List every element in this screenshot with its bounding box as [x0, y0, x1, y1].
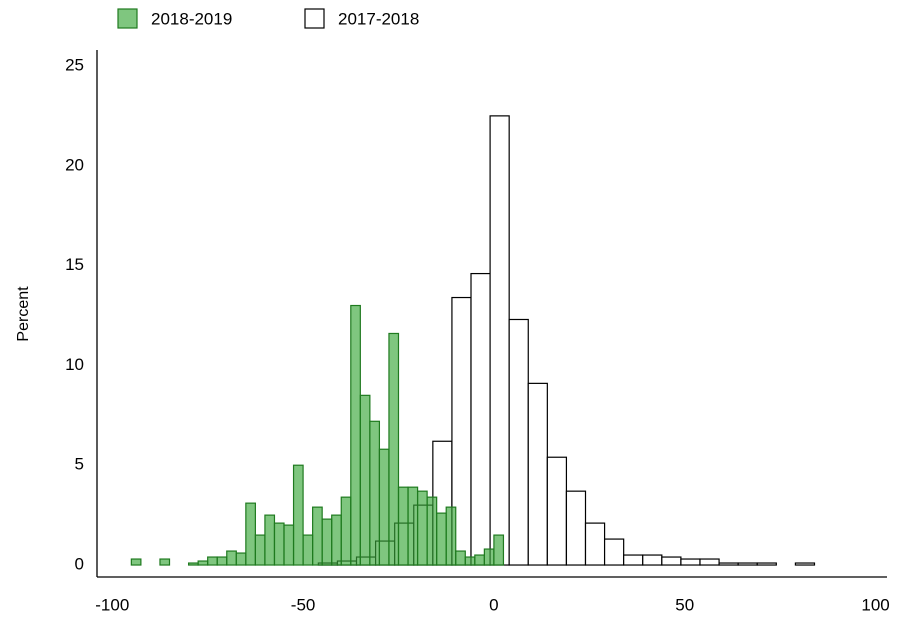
x-tick-label: 0	[489, 595, 498, 614]
y-tick-label: 5	[75, 455, 84, 474]
y-axis-label: Percent	[15, 286, 32, 342]
histogram-bar	[302, 534, 314, 566]
histogram-bar	[436, 512, 447, 566]
histogram-bar	[474, 554, 485, 566]
histogram-bar	[426, 496, 438, 566]
x-tick-label: -50	[291, 595, 316, 614]
histogram-bar	[226, 550, 237, 566]
y-tick-label: 0	[75, 555, 84, 574]
histogram-bar	[273, 522, 285, 566]
histogram-bar	[207, 556, 218, 566]
histogram-bar	[159, 558, 171, 566]
histogram-bar	[756, 562, 777, 566]
histogram-bar	[359, 394, 371, 566]
histogram-bar	[470, 272, 491, 566]
histogram-bar	[699, 558, 720, 566]
histogram-bar	[527, 382, 548, 566]
x-tick-label: 50	[675, 595, 694, 614]
histogram-bar	[794, 562, 816, 566]
histogram-bar	[331, 514, 342, 566]
y-tick-label: 20	[65, 155, 84, 174]
histogram-bar	[565, 490, 587, 566]
histogram-bar	[493, 534, 505, 566]
histogram-bar	[623, 554, 644, 566]
histogram-bar	[264, 514, 276, 566]
histogram-bar	[369, 420, 381, 566]
histogram-bar	[292, 464, 304, 566]
histogram-bar	[737, 562, 758, 566]
histogram-bar	[483, 548, 495, 566]
histogram-bar	[388, 332, 400, 566]
histogram-bar	[445, 506, 457, 566]
histogram-bar	[187, 562, 199, 566]
y-tick-label: 15	[65, 255, 84, 274]
histogram-bar	[235, 552, 247, 566]
y-tick-label: 10	[65, 355, 84, 374]
histogram-bar	[216, 556, 228, 566]
histogram-bar	[197, 560, 209, 566]
histogram-bar	[130, 558, 142, 566]
histogram-bar	[642, 554, 663, 566]
histogram-bar	[680, 558, 701, 566]
histogram-bar	[378, 448, 390, 566]
histogram-bar	[508, 318, 529, 566]
x-tick-label: -100	[95, 595, 129, 614]
histogram-bar	[455, 550, 466, 566]
histogram-bar	[603, 538, 625, 566]
histogram-bar	[416, 490, 428, 566]
histogram-bar	[283, 524, 295, 566]
histogram-bar	[312, 506, 323, 566]
legend-label: 2018-2019	[151, 9, 232, 28]
legend-swatch	[117, 8, 138, 29]
histogram-bar	[350, 304, 361, 566]
histogram-bar	[464, 556, 476, 566]
histogram-bar	[407, 486, 419, 566]
x-tick-label: 100	[861, 595, 889, 614]
histogram-bar	[718, 562, 739, 566]
histogram-bar	[489, 115, 510, 566]
histogram-bar	[584, 522, 606, 566]
y-tick-label: 25	[65, 55, 84, 74]
legend-label: 2017-2018	[338, 9, 419, 28]
legend-swatch	[304, 8, 325, 29]
histogram-bar	[546, 456, 568, 566]
histogram-bar	[661, 556, 682, 566]
histogram-bar	[321, 518, 333, 566]
histogram-bar	[340, 496, 352, 566]
histogram-bar	[397, 486, 409, 566]
histogram-bar	[254, 534, 266, 566]
histogram-bar	[245, 502, 256, 566]
